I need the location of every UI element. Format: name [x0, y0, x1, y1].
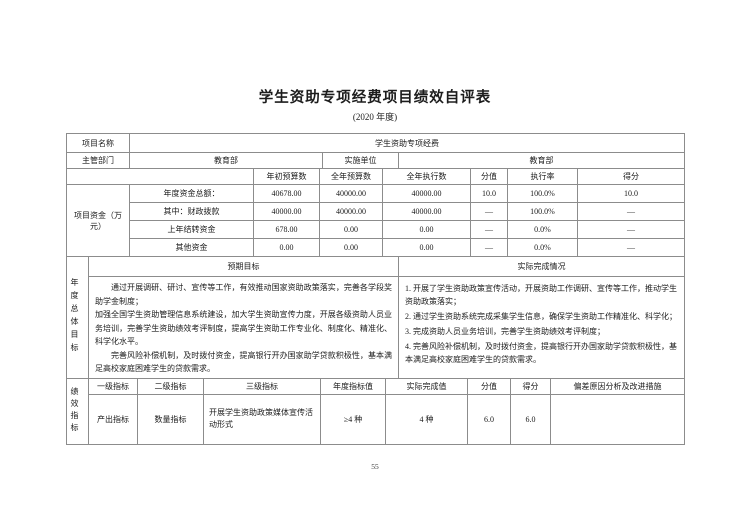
actual-item: 3. 完成资助人员业务培训，完善学生资助绩效考评制度； [405, 327, 605, 336]
col-target-value: 年度指标值 [320, 377, 386, 395]
row-label: 其中：财政拨款 [129, 202, 254, 221]
cell-points: 10.0 [470, 184, 508, 203]
funds-row-carryover: 上年结转资金 678.00 0.00 0.00 — 0.0% — [67, 220, 685, 239]
cell-executed: 0.00 [382, 220, 471, 239]
cell-level3: 开展学生资助政策媒体宣传活动形式 [203, 393, 321, 445]
col-level1: 一级指标 [88, 377, 138, 395]
cell-executed: 0.00 [382, 238, 471, 257]
col-score: 得分 [510, 377, 551, 395]
funds-section-label: 项目资金（万元） [66, 184, 130, 257]
cell-initial: 40000.00 [253, 202, 320, 221]
cell-annual: 40000.00 [319, 202, 383, 221]
indicators-section-label: 绩效指标 [66, 377, 89, 445]
indicator-row: 产出指标 数量指标 开展学生资助政策媒体宣传活动形式 ≥4 种 4 种 6.0 … [67, 393, 685, 445]
actual-item: 1. 开展了学生资助政策宣传活动，开展资助工作调研、宣传等工作，推动学生资助政策… [405, 284, 677, 306]
funds-row-other: 其他资金 0.00 0.00 0.00 — 0.0% — [67, 238, 685, 257]
col-points: 分值 [467, 377, 511, 395]
cell-executed: 40000.00 [382, 202, 471, 221]
cell-deviation [550, 393, 685, 445]
col-score: 得分 [577, 168, 685, 185]
col-level2: 二级指标 [137, 377, 204, 395]
expected-paragraph: 加强全国学生资助管理信息系统建设，加大学生资助宣传力度，开展各级资助人员业务培训… [95, 310, 392, 346]
dept-label: 主管部门 [66, 152, 130, 169]
col-actual-value: 实际完成值 [385, 377, 468, 395]
cell-score: — [577, 202, 685, 221]
goals-section-label-text: 年度总体目标 [70, 278, 79, 357]
col-exec-rate: 执行率 [507, 168, 578, 185]
cell-level2: 数量指标 [137, 393, 204, 445]
cell-points: — [470, 202, 508, 221]
goals-section-label: 年度总体目标 [66, 256, 89, 379]
project-name-label: 项目名称 [66, 133, 130, 153]
cell-rate: 0.0% [507, 220, 578, 239]
indicators-section-label-text: 绩效指标 [70, 387, 79, 435]
goals-table: 年度总体目标 预期目标 实际完成情况 通过开展调研、研讨、宣传等工作，有效推动国… [66, 256, 685, 379]
expected-paragraph: 完善风险补偿机制，及时拨付资金，提高银行开办国家助学贷款积极性，基本满足高校家庭… [95, 350, 392, 374]
col-deviation: 偏差原因分析及改进措施 [550, 377, 685, 395]
cell-rate: 100.0% [507, 202, 578, 221]
project-info-table: 项目名称 学生资助专项经费 主管部门 教育部 实施单位 教育部 [66, 133, 685, 169]
table-row: 主管部门 教育部 实施单位 教育部 [66, 152, 685, 169]
cell-annual: 0.00 [319, 220, 383, 239]
cell-annual: 40000.00 [319, 184, 383, 203]
cell-initial: 678.00 [253, 220, 320, 239]
goals-header-row: 年度总体目标 预期目标 实际完成情况 [66, 256, 685, 379]
funds-row-fiscal: 其中：财政拨款 40000.00 40000.00 40000.00 — 100… [67, 202, 685, 221]
indicators-table: 绩效指标 一级指标 二级指标 三级指标 年度指标值 实际完成值 分值 得分 偏差… [66, 377, 685, 445]
evaluation-table: 项目名称 学生资助专项经费 主管部门 教育部 实施单位 教育部 年初预算数 全年… [66, 133, 685, 445]
document-title: 学生资助专项经费项目绩效自评表 [258, 90, 492, 106]
row-label: 上年结转资金 [129, 220, 254, 239]
funds-row-total: 项目资金（万元） 年度资金总额： 40678.00 40000.00 40000… [66, 184, 685, 257]
cell-score: 10.0 [577, 184, 685, 203]
cell-executed: 40000.00 [382, 184, 471, 203]
col-initial-budget: 年初预算数 [253, 168, 320, 185]
col-points: 分值 [470, 168, 508, 185]
cell-score: 6.0 [510, 393, 551, 445]
actual-item: 4. 完善风险补偿机制，及时拨付资金，提高银行开办国家助学贷款积极性，基本满足高… [405, 342, 677, 364]
impl-unit-label: 实施单位 [322, 152, 399, 169]
indicators-header-row: 绩效指标 一级指标 二级指标 三级指标 年度指标值 实际完成值 分值 得分 偏差… [66, 377, 685, 445]
col-annual-budget: 全年预算数 [319, 168, 383, 185]
actual-result-header: 实际完成情况 [398, 256, 685, 277]
funds-header-row: 年初预算数 全年预算数 全年执行数 分值 执行率 得分 [66, 168, 685, 185]
cell-score: — [577, 238, 685, 257]
cell-points: 6.0 [467, 393, 511, 445]
row-label: 其他资金 [129, 238, 254, 257]
project-name-value: 学生资助专项经费 [129, 133, 685, 153]
document-subtitle: (2020 年度) [352, 112, 398, 122]
impl-unit-value: 教育部 [398, 152, 685, 169]
goals-content-row: 通过开展调研、研讨、宣传等工作，有效推动国家资助政策落实，完善各学段奖助学金制度… [67, 276, 685, 379]
cell-score: — [577, 220, 685, 239]
col-executed: 全年执行数 [382, 168, 471, 185]
col-level3: 三级指标 [203, 377, 321, 395]
expected-paragraph: 通过开展调研、研讨、宣传等工作，有效推动国家资助政策落实，完善各学段奖助学金制度… [95, 283, 392, 306]
expected-goal-header: 预期目标 [88, 256, 399, 277]
cell-points: — [470, 238, 508, 257]
cell-rate: 100.0% [507, 184, 578, 203]
funds-blank-header [66, 168, 254, 185]
funds-table: 年初预算数 全年预算数 全年执行数 分值 执行率 得分 项目资金（万元） 年度资… [66, 168, 685, 257]
cell-target: ≥4 种 [320, 393, 386, 445]
row-label: 年度资金总额： [129, 184, 254, 203]
cell-initial: 40678.00 [253, 184, 320, 203]
page-number: 55 [371, 462, 379, 471]
dept-value: 教育部 [129, 152, 323, 169]
cell-points: — [470, 220, 508, 239]
cell-actual: 4 种 [385, 393, 468, 445]
actual-item: 2. 通过学生资助系统完成采集学生信息，确保学生资助工作精准化、科学化； [405, 312, 677, 321]
cell-level1: 产出指标 [88, 393, 138, 445]
expected-goal-cell: 通过开展调研、研讨、宣传等工作，有效推动国家资助政策落实，完善各学段奖助学金制度… [88, 276, 399, 379]
table-row: 项目名称 学生资助专项经费 [66, 133, 685, 153]
cell-annual: 0.00 [319, 238, 383, 257]
cell-rate: 0.0% [507, 238, 578, 257]
actual-result-cell: 1. 开展了学生资助政策宣传活动，开展资助工作调研、宣传等工作，推动学生资助政策… [398, 276, 685, 379]
cell-initial: 0.00 [253, 238, 320, 257]
